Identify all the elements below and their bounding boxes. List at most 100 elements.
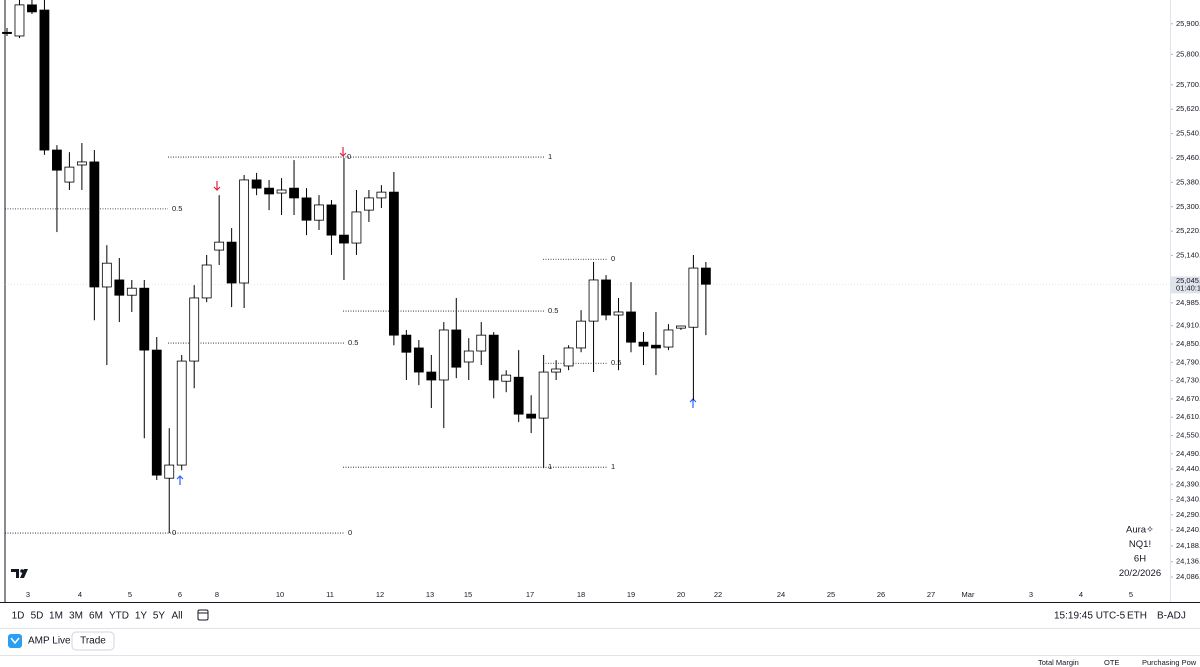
candle-body bbox=[289, 187, 299, 199]
level-label: 0.5 bbox=[611, 358, 621, 367]
candle-body bbox=[700, 267, 711, 285]
candle-body bbox=[576, 320, 586, 349]
adjust[interactable]: B-ADJ bbox=[1157, 611, 1186, 622]
x-tick-label: 3 bbox=[26, 590, 30, 599]
x-tick-label: 24 bbox=[777, 590, 785, 599]
y-tick-label: 24,440.00 bbox=[1176, 464, 1200, 473]
x-tick-label: 12 bbox=[376, 590, 384, 599]
x-tick-label: 17 bbox=[526, 590, 534, 599]
y-tick-label: 25,800.00 bbox=[1176, 49, 1200, 58]
candle-body bbox=[563, 347, 574, 367]
y-tick-label: 24,910.00 bbox=[1176, 321, 1200, 330]
clock: 15:19:45 UTC-5 bbox=[1054, 611, 1126, 622]
candle-body bbox=[613, 311, 624, 316]
x-tick-label: Mar bbox=[962, 590, 975, 599]
candle-body bbox=[201, 264, 212, 299]
x-tick-label: 19 bbox=[627, 590, 635, 599]
panel-logo bbox=[8, 634, 22, 648]
range-button[interactable]: 5D bbox=[31, 611, 44, 622]
last-price-label: 25,045.50 bbox=[1176, 276, 1200, 285]
candle-body bbox=[314, 204, 324, 221]
y-tick-label: 25,620.00 bbox=[1176, 104, 1200, 113]
candle-body bbox=[688, 267, 699, 328]
arrow-up bbox=[176, 475, 184, 485]
candle-body bbox=[351, 211, 362, 244]
candle-body bbox=[2, 31, 12, 34]
candle-body bbox=[364, 197, 374, 211]
candle-body bbox=[264, 187, 274, 195]
legend-text: 6H bbox=[1134, 554, 1146, 565]
y-tick-label: 24,550.00 bbox=[1176, 430, 1200, 439]
arrow-down bbox=[213, 181, 221, 191]
y-tick-label: 24,086.00 bbox=[1176, 572, 1200, 581]
trade-button[interactable] bbox=[71, 631, 115, 651]
y-tick-label: 24,290.00 bbox=[1176, 510, 1200, 519]
candle-body bbox=[39, 9, 50, 151]
candle-body bbox=[151, 349, 162, 476]
candle-body bbox=[401, 334, 412, 353]
x-tick-label: 4 bbox=[1079, 590, 1083, 599]
candle-body bbox=[551, 368, 562, 373]
candle-body bbox=[376, 191, 387, 199]
y-tick-label: 25,220.00 bbox=[1176, 226, 1200, 235]
candle-body bbox=[76, 161, 87, 166]
y-tick-label: 24,730.00 bbox=[1176, 376, 1200, 385]
candle-body bbox=[501, 374, 512, 382]
level-label: 0.5 bbox=[548, 306, 558, 315]
range-button[interactable]: 1Y bbox=[135, 611, 148, 622]
candle-body bbox=[189, 297, 200, 362]
candle-body bbox=[513, 376, 524, 415]
level-label: 0 bbox=[347, 152, 351, 161]
arrows bbox=[176, 147, 697, 485]
candle-body bbox=[526, 413, 537, 419]
x-tick-label: 8 bbox=[215, 590, 219, 599]
y-tick-label: 25,140.00 bbox=[1176, 251, 1200, 260]
candle-body bbox=[476, 334, 487, 352]
y-tick-label: 24,670.00 bbox=[1176, 394, 1200, 403]
candle-body bbox=[638, 341, 649, 347]
candle-body bbox=[426, 371, 437, 381]
range-button[interactable]: All bbox=[171, 611, 182, 622]
range-button[interactable]: 5Y bbox=[153, 611, 166, 622]
broker-name: AMP Live bbox=[28, 636, 71, 647]
legend-text: 20/2/2026 bbox=[1119, 568, 1161, 579]
candle-body bbox=[601, 279, 611, 316]
level-label: 0.5 bbox=[348, 338, 358, 347]
y-tick-label: 25,540.00 bbox=[1176, 129, 1200, 138]
x-tick-label: 5 bbox=[1129, 590, 1133, 599]
y-tick-label: 25,380.00 bbox=[1176, 177, 1200, 186]
range-button[interactable]: 1D bbox=[12, 611, 25, 622]
x-tick-label: 4 bbox=[78, 590, 82, 599]
last-price-box bbox=[1171, 276, 1200, 294]
y-tick-label: 24,188.00 bbox=[1176, 541, 1200, 550]
range-button[interactable]: 6M bbox=[89, 611, 103, 622]
candle-body bbox=[626, 311, 636, 343]
candle-body bbox=[114, 279, 125, 296]
calendar-icon[interactable] bbox=[197, 609, 209, 621]
range-button[interactable]: YTD bbox=[109, 611, 129, 622]
y-tick-label: 24,985.00 bbox=[1176, 298, 1200, 307]
candle-body bbox=[488, 334, 499, 381]
candle-body bbox=[64, 166, 75, 183]
session[interactable]: ETH bbox=[1127, 611, 1147, 622]
range-button[interactable]: 3M bbox=[69, 611, 83, 622]
candle-body bbox=[101, 262, 112, 288]
level-label: 1 bbox=[548, 152, 552, 161]
y-tick-label: 24,340.00 bbox=[1176, 495, 1200, 504]
x-tick-label: 10 bbox=[276, 590, 284, 599]
y-tick-label: 24,490.00 bbox=[1176, 449, 1200, 458]
candle-body bbox=[276, 189, 287, 194]
candle-body bbox=[164, 464, 175, 479]
candle-body bbox=[14, 4, 25, 37]
range-button[interactable]: 1M bbox=[49, 611, 63, 622]
trade-label[interactable]: Trade bbox=[80, 636, 106, 647]
y-tick-label: 25,900.00 bbox=[1176, 19, 1200, 28]
panel-column: OTE bbox=[1104, 658, 1119, 667]
y-tick-label: 25,300.00 bbox=[1176, 202, 1200, 211]
candle-body bbox=[413, 347, 424, 373]
x-tick-label: 3 bbox=[1029, 590, 1033, 599]
candle-body bbox=[339, 234, 349, 244]
